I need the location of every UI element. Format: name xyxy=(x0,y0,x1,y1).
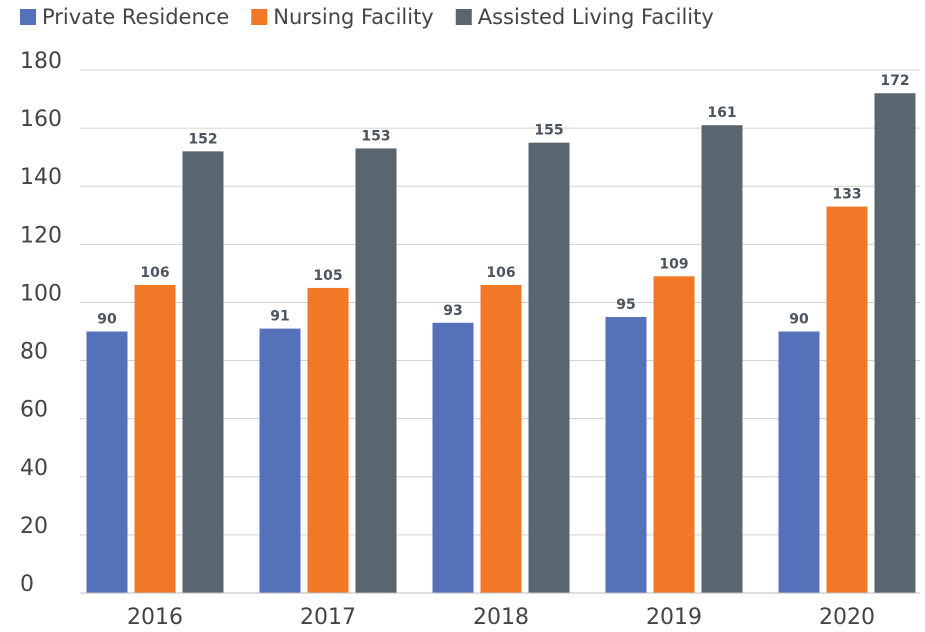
y-tick-label: 0 xyxy=(20,572,34,597)
bar xyxy=(874,93,916,593)
bar xyxy=(134,285,176,593)
data-label: 109 xyxy=(659,256,688,272)
legend-swatch xyxy=(455,9,472,25)
x-tick-label: 2018 xyxy=(473,605,529,630)
y-tick-label: 40 xyxy=(20,456,48,481)
x-tick-label: 2016 xyxy=(127,605,183,630)
data-label: 172 xyxy=(880,73,909,89)
legend-swatch xyxy=(20,9,36,25)
data-label: 95 xyxy=(616,297,635,313)
bar xyxy=(605,316,647,593)
bar xyxy=(480,285,522,593)
data-label: 105 xyxy=(313,268,342,284)
legend-swatch xyxy=(251,9,268,25)
x-tick-label: 2017 xyxy=(300,605,356,630)
data-label: 153 xyxy=(361,128,390,144)
y-tick-label: 20 xyxy=(20,514,48,539)
data-label: 133 xyxy=(832,187,861,203)
data-label: 106 xyxy=(140,265,169,281)
data-label: 90 xyxy=(789,312,809,328)
data-label: 106 xyxy=(486,265,515,281)
bar xyxy=(778,331,820,593)
y-tick-label: 160 xyxy=(20,107,62,132)
bar xyxy=(307,287,349,593)
bar xyxy=(653,276,695,593)
x-tick-label: 2020 xyxy=(819,605,875,630)
bar xyxy=(432,322,474,593)
data-label: 152 xyxy=(188,131,217,147)
y-tick-label: 140 xyxy=(20,165,62,190)
bar xyxy=(826,206,868,594)
y-tick-label: 100 xyxy=(20,281,62,306)
bar xyxy=(86,331,128,593)
legend-label: Assisted Living Facility xyxy=(478,5,714,29)
legend-label: Nursing Facility xyxy=(273,5,433,29)
x-tick-label: 2019 xyxy=(646,605,702,630)
y-tick-label: 60 xyxy=(20,398,48,423)
data-label: 91 xyxy=(270,309,289,325)
bar xyxy=(182,151,224,593)
legend-label: Private Residence xyxy=(42,5,229,29)
data-label: 90 xyxy=(97,312,117,328)
y-tick-label: 80 xyxy=(20,340,48,365)
bar xyxy=(259,328,301,593)
bar xyxy=(528,142,570,593)
data-label: 161 xyxy=(707,105,736,121)
y-tick-label: 180 xyxy=(20,49,62,74)
data-label: 155 xyxy=(534,123,563,139)
y-tick-label: 120 xyxy=(20,223,62,248)
bar xyxy=(701,125,743,593)
data-label: 93 xyxy=(443,303,462,319)
bar xyxy=(355,148,397,593)
